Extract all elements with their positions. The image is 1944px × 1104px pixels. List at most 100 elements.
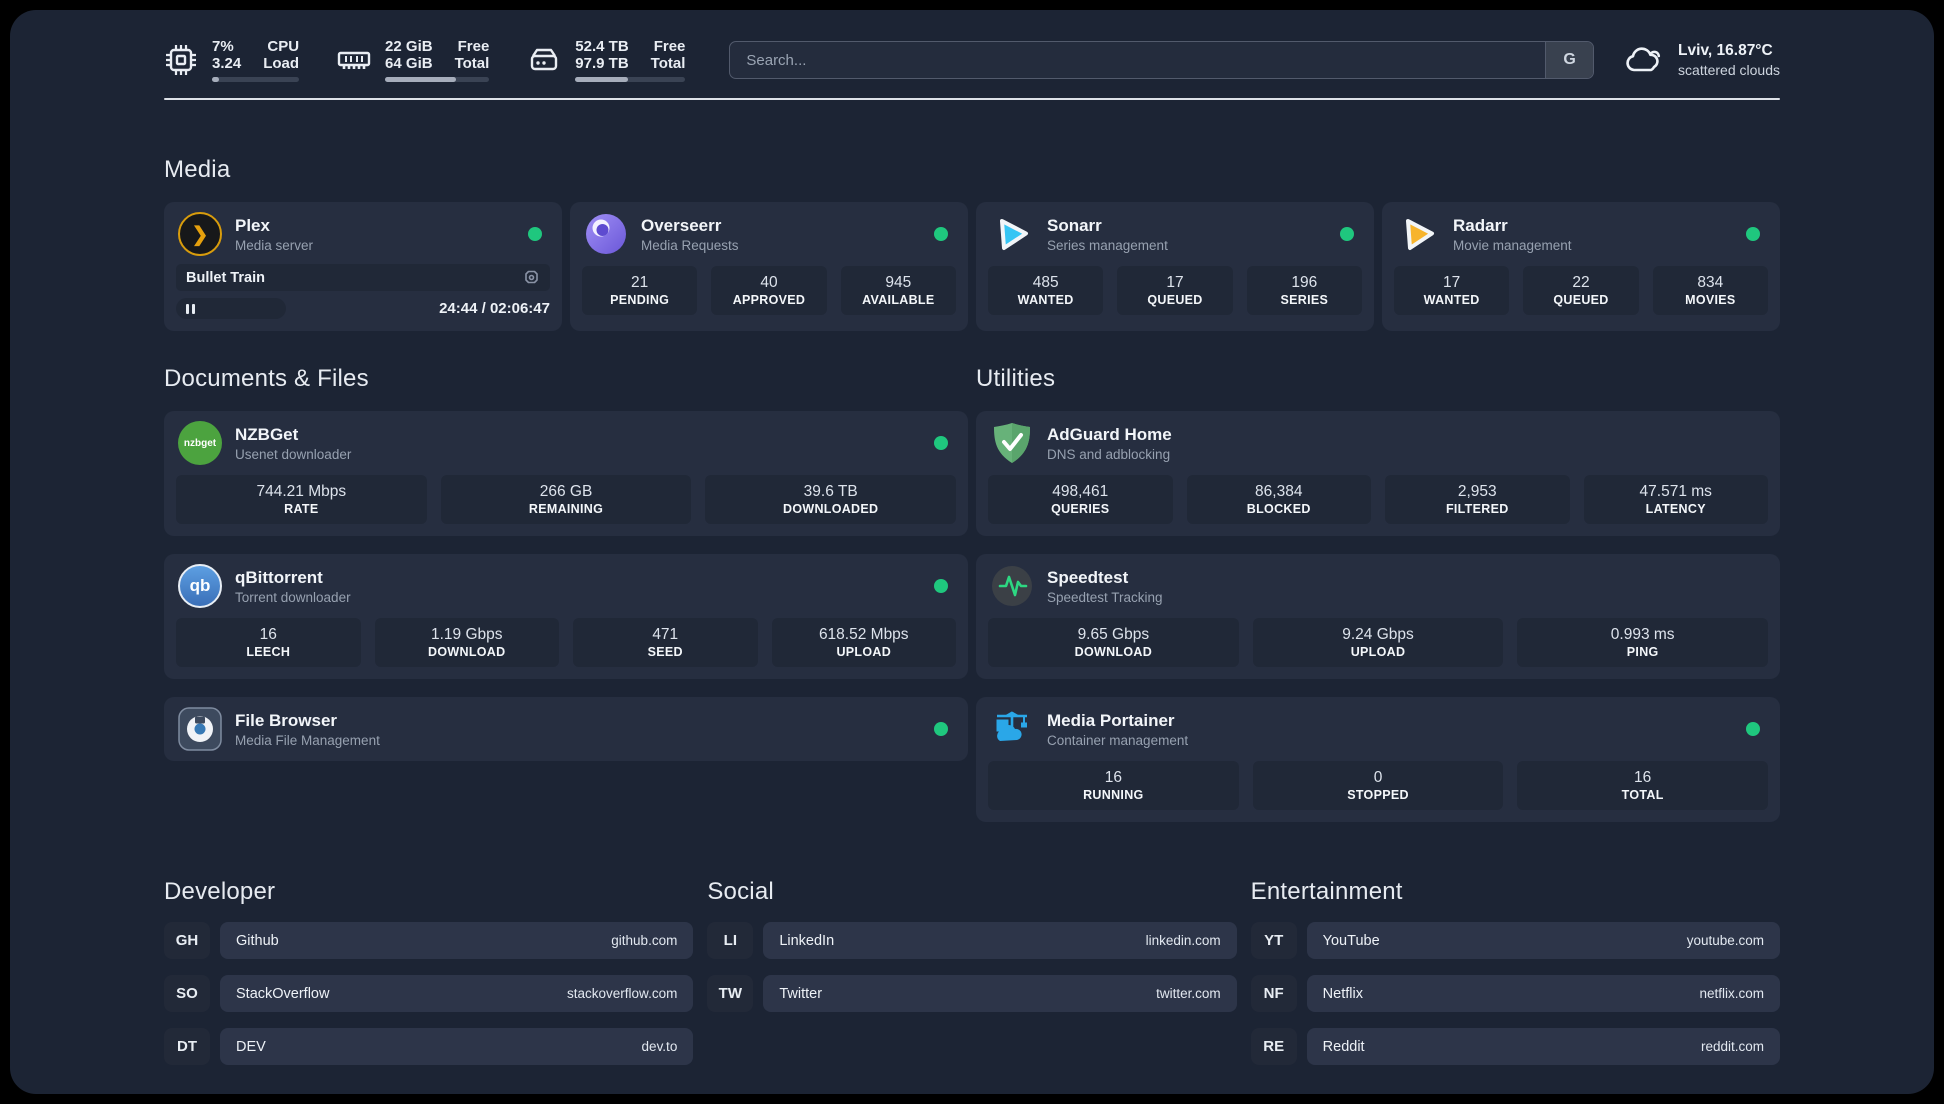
bookmark-name: Twitter	[779, 985, 823, 1002]
memory-total-value: 64 GiB	[385, 55, 433, 72]
bookmark-group-social: Social LI LinkedIn linkedin.com TW Twitt…	[707, 878, 1237, 1065]
stat-label: LEECH	[246, 645, 291, 659]
app-desc: Speedtest Tracking	[1047, 589, 1163, 605]
radarr-icon	[1406, 219, 1434, 250]
stat-value: 471	[652, 626, 679, 643]
bookmark-abbr: SO	[164, 975, 210, 1012]
bookmark-url: stackoverflow.com	[567, 986, 678, 1001]
stat-tile: 40 APPROVED	[711, 266, 827, 315]
disk-progress-track	[575, 77, 686, 82]
app-desc: Movie management	[1453, 237, 1572, 253]
bookmark-abbr: DT	[164, 1028, 210, 1065]
now-playing-title: Bullet Train	[186, 269, 265, 286]
app-card-portainer[interactable]: Media Portainer Container management 16 …	[976, 697, 1780, 822]
stat-tile: 0.993 ms PING	[1517, 618, 1769, 667]
stat-label: PENDING	[610, 293, 670, 307]
app-card-speedtest[interactable]: Speedtest Speedtest Tracking 9.65 Gbps D…	[976, 554, 1780, 679]
bookmark-name: Reddit	[1322, 1038, 1365, 1055]
top-bar: 7% 3.24 CPU Load	[164, 38, 1780, 82]
app-desc: Media File Management	[235, 732, 380, 748]
online-status-dot	[528, 227, 542, 241]
bookmark-url: github.com	[611, 933, 678, 948]
app-name: File Browser	[235, 710, 338, 730]
app-card-sonarr[interactable]: Sonarr Series management 485 WANTED 17 Q…	[976, 202, 1374, 331]
online-status-dot	[1746, 227, 1760, 241]
pause-button[interactable]	[176, 298, 286, 319]
stat-tile: 17 WANTED	[1394, 266, 1510, 315]
cpu-icon	[166, 45, 196, 75]
stat-label: SERIES	[1280, 293, 1329, 307]
now-playing-strip: Bullet Train	[176, 264, 550, 291]
bookmark-stackoverflow[interactable]: SO StackOverflow stackoverflow.com	[164, 975, 694, 1012]
search-provider-button[interactable]: G	[1545, 42, 1594, 78]
disk-total-label: Total	[650, 55, 686, 72]
bookmark-linkedin[interactable]: LI LinkedIn linkedin.com	[707, 922, 1237, 959]
cpu-progress-fill	[212, 77, 219, 82]
app-desc: Series management	[1047, 237, 1168, 253]
portainer-icon	[996, 711, 1027, 741]
app-name: Media Portainer	[1047, 710, 1175, 730]
qbittorrent-icon: qb	[178, 564, 222, 608]
app-desc: Torrent downloader	[235, 589, 351, 605]
bookmark-netflix[interactable]: NF Netflix netflix.com	[1250, 975, 1780, 1012]
ram-icon	[337, 51, 371, 69]
app-name: Sonarr	[1047, 215, 1102, 235]
stat-tile: 2,953 FILTERED	[1385, 475, 1570, 524]
stat-tile: 9.65 Gbps DOWNLOAD	[988, 618, 1239, 667]
weather-widget: Lviv, 16.87°C scattered clouds	[1624, 42, 1780, 78]
stat-tile: 16 RUNNING	[988, 761, 1239, 810]
disk-total-value: 97.9 TB	[575, 55, 629, 72]
weather-condition: scattered clouds	[1678, 62, 1780, 78]
online-status-dot	[934, 722, 948, 736]
app-card-radarr[interactable]: Radarr Movie management 17 WANTED 22 QUE…	[1382, 202, 1780, 331]
stat-tile: 0 STOPPED	[1252, 761, 1504, 810]
stat-label: STOPPED	[1347, 788, 1409, 802]
stat-tile: 86,384 BLOCKED	[1186, 475, 1371, 524]
bookmark-github[interactable]: GH Github github.com	[164, 922, 694, 959]
stat-value: 17	[1166, 274, 1184, 291]
section-title-utilities: Utilities	[976, 365, 1056, 392]
app-desc: Container management	[1047, 732, 1189, 748]
stat-tile: 498,461 QUERIES	[988, 475, 1173, 524]
bookmark-twitter[interactable]: TW Twitter twitter.com	[707, 975, 1237, 1012]
cpu-label: CPU	[267, 38, 300, 55]
stat-value: 266 GB	[539, 483, 593, 500]
bookmark-abbr: LI	[707, 922, 754, 959]
search-input[interactable]	[730, 42, 1546, 78]
bookmark-dev[interactable]: DT DEV dev.to	[164, 1028, 694, 1065]
bookmark-group-developer: Developer GH Github github.com SO StackO…	[164, 878, 694, 1065]
app-name: NZBGet	[235, 424, 299, 444]
app-card-filebrowser[interactable]: File Browser Media File Management	[164, 697, 968, 761]
stat-label: TOTAL	[1621, 788, 1664, 802]
app-card-plex[interactable]: ❯ Plex Media server Bullet Train	[164, 202, 562, 331]
app-name: qBittorrent	[235, 567, 323, 587]
stat-tile: 834 MOVIES	[1652, 266, 1768, 315]
bookmark-abbr: NF	[1250, 975, 1297, 1012]
bookmark-reddit[interactable]: RE Reddit reddit.com	[1250, 1028, 1780, 1065]
stat-label: FILTERED	[1445, 502, 1509, 516]
app-card-adguard[interactable]: AdGuard Home DNS and adblocking 498,461 …	[976, 411, 1780, 536]
stat-label: WANTED	[1423, 293, 1480, 307]
online-status-dot	[934, 579, 948, 593]
online-status-dot	[1746, 722, 1760, 736]
app-card-nzbget[interactable]: nzbget NZBGet Usenet downloader 744.21 M…	[164, 411, 968, 536]
cpu-usage: 7%	[212, 38, 234, 55]
stat-value: 618.52 Mbps	[818, 626, 909, 643]
bookmark-group-title: Entertainment	[1250, 878, 1403, 905]
stat-tile: 22 QUEUED	[1523, 266, 1639, 315]
plex-icon: ❯	[178, 212, 222, 256]
disk-free-value: 52.4 TB	[575, 38, 629, 55]
app-card-qbittorrent[interactable]: qb qBittorrent Torrent downloader 16 LEE…	[164, 554, 968, 679]
playback-time: 24:44 / 02:06:47	[439, 300, 550, 317]
online-status-dot	[1340, 227, 1354, 241]
stat-tile: 39.6 TB DOWNLOADED	[705, 475, 957, 524]
app-desc: Media Requests	[641, 237, 739, 253]
app-card-overseerr[interactable]: Overseerr Media Requests 21 PENDING 40 A…	[570, 202, 968, 331]
nzbget-icon: nzbget	[178, 421, 222, 465]
stat-label: PING	[1626, 645, 1659, 659]
section-title-media: Media	[164, 156, 231, 183]
disk-widget: 52.4 TB 97.9 TB Free Total	[527, 38, 686, 82]
stat-value: 0.993 ms	[1610, 626, 1675, 643]
bookmark-youtube[interactable]: YT YouTube youtube.com	[1250, 922, 1780, 959]
section-utilities: Utilities AdGuard Home DNS and adblockin…	[976, 365, 1780, 822]
